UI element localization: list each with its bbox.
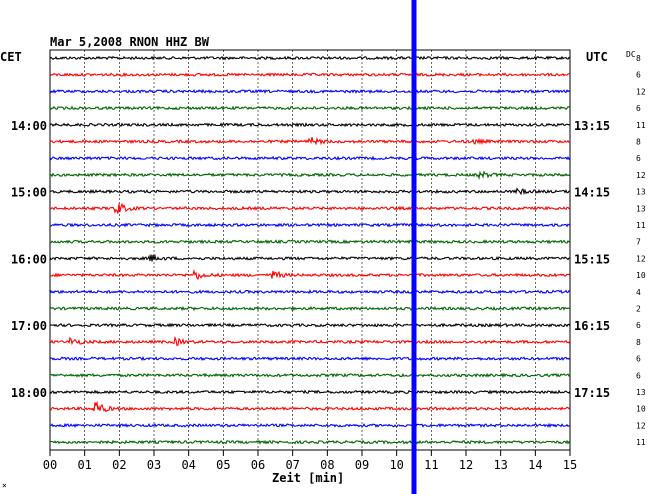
- seismic-trace: [49, 202, 571, 214]
- seismic-trace: [49, 355, 571, 362]
- x-axis-label: Zeit [min]: [272, 471, 344, 485]
- seismic-trace: [49, 335, 571, 347]
- x-tick-label: 09: [355, 458, 369, 472]
- seismic-trace: [49, 187, 571, 196]
- seismic-trace: [49, 305, 571, 312]
- dc-offset-label: 12: [636, 254, 646, 263]
- dc-offset-label: 8: [636, 138, 641, 147]
- dc-offset-label: 6: [636, 321, 641, 330]
- left-hour-labels: 14:00 15:00 16:00 17:00 18:00: [11, 119, 47, 400]
- x-tick-label: 00: [43, 458, 57, 472]
- dc-offset-label: 6: [636, 71, 641, 80]
- dc-offset-labels: 8 6 12 6 11 8 6 12 13 13 11 7 12 10 4 2 6 8 6 6 13 10 12 11: [636, 54, 646, 447]
- x-tick-label: 14: [528, 458, 542, 472]
- dc-offset-label: 11: [636, 121, 646, 130]
- right-hour-label: 13:15: [574, 119, 610, 133]
- traces: [49, 55, 571, 445]
- dc-offset-label: 8: [636, 54, 641, 63]
- dc-offset-label: 6: [636, 371, 641, 380]
- left-hour-label: 18:00: [11, 386, 47, 400]
- right-hour-label: 15:15: [574, 252, 610, 266]
- dc-offset-label: 11: [636, 221, 646, 230]
- right-hour-label: 17:15: [574, 386, 610, 400]
- seismic-trace: [49, 136, 571, 146]
- x-tick-label: 13: [493, 458, 507, 472]
- seismic-trace: [49, 55, 571, 61]
- x-tick-label: 11: [424, 458, 438, 472]
- left-hour-label: 14:00: [11, 119, 47, 133]
- x-tick-label: 02: [112, 458, 126, 472]
- seismic-trace: [49, 422, 571, 429]
- dc-offset-label: 2: [636, 305, 641, 314]
- right-zone-label: UTC: [586, 50, 608, 64]
- dc-offset-label: 7: [636, 238, 641, 247]
- seismic-trace: [49, 289, 571, 295]
- dc-offset-label: 13: [636, 388, 646, 397]
- right-hour-label: 16:15: [574, 319, 610, 333]
- x-ticks: 00 01 02 03 04 05 06 07 08 09 10 11 12 13 14 15: [43, 450, 577, 472]
- seismic-trace: [49, 105, 571, 111]
- x-tick-label: 10: [389, 458, 403, 472]
- dc-offset-label: 6: [636, 355, 641, 364]
- seismic-trace: [49, 71, 571, 78]
- x-tick-label: 08: [320, 458, 334, 472]
- seismic-trace: [49, 253, 571, 262]
- seismic-trace: [49, 439, 571, 445]
- seismic-trace: [49, 389, 571, 395]
- right-hour-label: 14:15: [574, 186, 610, 200]
- left-hour-label: 15:00: [11, 186, 47, 200]
- dc-offset-label: 10: [636, 405, 646, 414]
- dc-offset-label: 12: [636, 171, 646, 180]
- x-tick-label: 06: [251, 458, 265, 472]
- dc-offset-label: 10: [636, 271, 646, 280]
- dc-offset-label: 4: [636, 288, 641, 297]
- seismic-trace: [49, 400, 571, 413]
- left-hour-label: 17:00: [11, 319, 47, 333]
- seismic-trace: [49, 88, 571, 95]
- dc-offset-label: 12: [636, 87, 646, 96]
- seismic-trace: [49, 322, 571, 328]
- x-tick-label: 12: [459, 458, 473, 472]
- corner-mark: ×: [2, 481, 7, 490]
- right-hour-labels: 13:15 14:15 15:15 16:15 17:15: [574, 119, 610, 400]
- dc-offset-label: 6: [636, 154, 641, 163]
- dc-offset-label: 8: [636, 338, 641, 347]
- dc-offset-label: 6: [636, 104, 641, 113]
- x-tick-label: 05: [216, 458, 230, 472]
- x-tick-label: 03: [147, 458, 161, 472]
- grid: [84, 50, 536, 450]
- left-hour-label: 16:00: [11, 252, 47, 266]
- seismic-trace: [50, 222, 570, 228]
- dc-offset-label: 13: [636, 204, 646, 213]
- dc-offset-label: 11: [636, 438, 646, 447]
- plot-frame: [49, 49, 571, 451]
- seismic-trace: [49, 268, 571, 280]
- x-tick-label: 01: [77, 458, 91, 472]
- x-tick-label: 07: [285, 458, 299, 472]
- seismic-trace: [49, 122, 571, 128]
- x-tick-label: 15: [563, 458, 577, 472]
- seismic-trace: [49, 155, 571, 161]
- dc-offset-label: 13: [636, 188, 646, 197]
- seismic-trace: [49, 239, 571, 245]
- x-tick-label: 04: [181, 458, 195, 472]
- left-zone-label: CET: [0, 50, 22, 64]
- seismic-trace: [49, 170, 571, 181]
- dc-offset-label: 12: [636, 421, 646, 430]
- chart-title: Mar 5,2008 RNON HHZ BW: [50, 35, 210, 49]
- dc-label: DC: [626, 50, 636, 59]
- seismic-trace: [49, 372, 571, 379]
